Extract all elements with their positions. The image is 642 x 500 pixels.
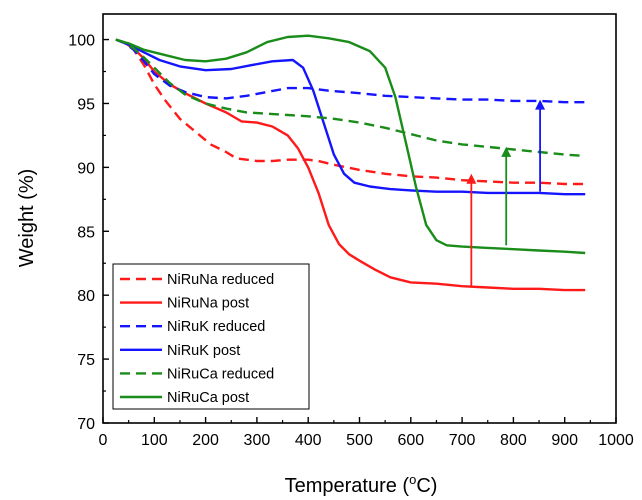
legend-label-niruca-post: NiRuCa post <box>167 390 249 406</box>
x-tick-label-400: 400 <box>295 432 322 449</box>
series-line-niruk-post <box>115 38 586 196</box>
x-tick-label-100: 100 <box>141 432 168 449</box>
arrow-layer <box>466 99 546 287</box>
y-tick-label-70: 70 <box>77 416 95 433</box>
y-tick-label-80: 80 <box>77 288 95 305</box>
x-axis-title-superscript: o <box>409 472 416 487</box>
x-tick-label-900: 900 <box>551 432 578 449</box>
legend-label-niruk-reduced: NiRuK reduced <box>167 319 265 335</box>
legend-label-niruna-post: NiRuNa post <box>167 296 249 312</box>
x-tick-label-300: 300 <box>244 432 271 449</box>
series-line-niruna-reduced <box>115 38 586 186</box>
y-tick-label-85: 85 <box>77 224 95 241</box>
x-tick-label-200: 200 <box>192 432 219 449</box>
series-line-niruca-post <box>115 34 586 255</box>
series-line-niruna-post <box>115 38 586 292</box>
x-tick-label-1000: 1000 <box>598 432 634 449</box>
legend: NiRuNa reduced NiRuNa post NiRuK reduced Ni… <box>112 263 310 410</box>
y-tick-label-95: 95 <box>77 96 95 113</box>
y-tick-label-100: 100 <box>68 33 95 50</box>
legend-label-niruk-post: NiRuK post <box>167 343 240 359</box>
y-tick-label-75: 75 <box>77 352 95 369</box>
x-axis-title-suffix: C) <box>416 475 437 497</box>
x-axis-title: Temperature (oC) <box>285 472 438 497</box>
series-line-niruca-reduced <box>115 38 586 158</box>
legend-label-niruna-reduced: NiRuNa reduced <box>167 272 274 288</box>
series-layer <box>115 34 586 292</box>
axis-layer: 0 100 200 300 400 500 600 700 800 900 1000 70 75 80 85… <box>68 33 634 449</box>
series-line-niruk-reduced <box>115 38 586 104</box>
x-axis-title-main: Temperature ( <box>285 475 410 497</box>
y-axis-title: Weight (%) <box>16 169 38 268</box>
arrow-head-2 <box>501 146 512 157</box>
arrow-head-1 <box>466 173 477 184</box>
legend-box <box>112 263 310 410</box>
x-tick-label-800: 800 <box>500 432 527 449</box>
y-tick-label-90: 90 <box>77 160 95 177</box>
x-tick-label-700: 700 <box>449 432 476 449</box>
x-tick-label-500: 500 <box>346 432 373 449</box>
x-tick-label-0: 0 <box>99 432 108 449</box>
x-tick-label-600: 600 <box>397 432 424 449</box>
legend-entries: NiRuNa reduced NiRuNa post NiRuK reduced Ni… <box>120 272 274 406</box>
arrow-head-3 <box>535 99 546 110</box>
legend-label-niruca-reduced: NiRuCa reduced <box>167 366 274 382</box>
